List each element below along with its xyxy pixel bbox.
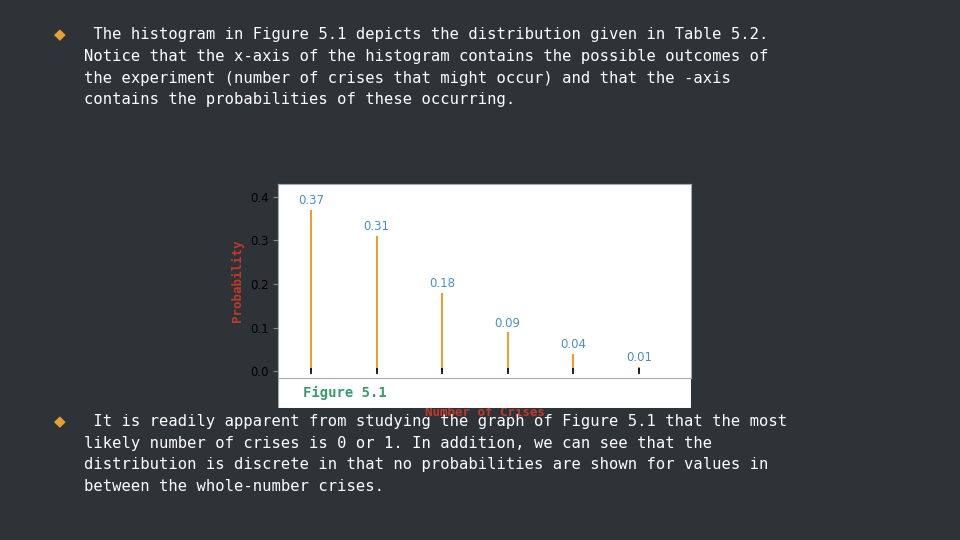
Text: The histogram in Figure 5.1 depicts the distribution given in Table 5.2.
Notice : The histogram in Figure 5.1 depicts the … [84,28,769,107]
Text: ◆: ◆ [54,28,65,43]
Text: 0.04: 0.04 [561,339,587,352]
Text: Figure 5.1: Figure 5.1 [303,386,387,400]
Text: 0.31: 0.31 [364,220,390,233]
X-axis label: Number of Crises: Number of Crises [424,406,544,419]
Y-axis label: Probability: Probability [231,240,245,322]
Text: It is readily apparent from studying the graph of Figure 5.1 that the most
likel: It is readily apparent from studying the… [84,414,787,494]
Text: 0.01: 0.01 [626,352,652,365]
Text: 0.18: 0.18 [429,277,455,290]
FancyBboxPatch shape [278,378,691,408]
Text: ◆: ◆ [54,414,65,429]
Text: 0.09: 0.09 [494,316,520,329]
Text: 0.37: 0.37 [299,194,324,207]
